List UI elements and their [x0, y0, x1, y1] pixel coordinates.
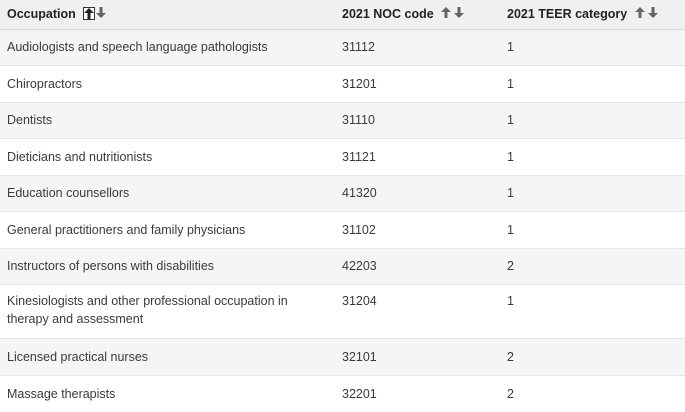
occupation-cell: Licensed practical nurses	[7, 349, 149, 364]
table-row: Dieticians and nutritionists 31121 1	[0, 138, 685, 175]
occupation-cell: Massage therapists	[7, 386, 116, 401]
teer-category-cell: 2	[507, 349, 514, 364]
column-header-label: Occupation	[7, 7, 76, 22]
occupation-cell: Dentists	[7, 113, 53, 128]
noc-code-cell: 32101	[342, 349, 377, 364]
column-header-noc-code: 2021 NOC code	[335, 0, 500, 29]
table-row: Massage therapists 32201 2	[0, 375, 685, 412]
sort-ascending-arrow-icon[interactable]	[83, 7, 96, 21]
noc-code-cell: 42203	[342, 259, 377, 274]
occupation-cell: General practitioners and family physici…	[7, 222, 246, 237]
teer-category-cell: 1	[507, 149, 514, 164]
sort-descending-arrow-icon[interactable]	[454, 7, 466, 20]
noc-code-cell: 41320	[342, 186, 377, 201]
teer-category-cell: 1	[507, 76, 514, 91]
teer-category-cell: 1	[507, 113, 514, 128]
teer-category-cell: 1	[507, 186, 514, 201]
noc-code-cell: 31110	[342, 113, 375, 128]
occupation-cell: Chiropractors	[7, 76, 83, 91]
teer-category-cell: 2	[507, 259, 514, 274]
table-row: Dentists 31110 1	[0, 102, 685, 139]
occupation-cell: Audiologists and speech language patholo…	[7, 40, 268, 55]
teer-category-cell: 2	[507, 386, 514, 401]
noc-code-cell: 31204	[342, 294, 377, 308]
column-header-occupation: Occupation	[0, 0, 335, 29]
occupation-cell: Kinesiologists and other professional oc…	[7, 294, 288, 326]
column-header-label: 2021 NOC code	[342, 7, 434, 22]
occupation-cell: Dieticians and nutritionists	[7, 149, 153, 164]
noc-code-cell: 31102	[342, 222, 376, 237]
noc-code-cell: 31201	[342, 76, 377, 91]
occupation-cell: Instructors of persons with disabilities	[7, 259, 215, 274]
sort-ascending-arrow-icon[interactable]	[441, 7, 453, 20]
sort-ascending-arrow-icon[interactable]	[634, 7, 647, 20]
table-row: Kinesiologists and other professional oc…	[0, 284, 685, 339]
table-header-row: Occupation 2021 NOC code	[0, 0, 685, 29]
table-row: Audiologists and speech language patholo…	[0, 29, 685, 66]
noc-code-cell: 32201	[342, 386, 377, 401]
sort-descending-arrow-icon[interactable]	[647, 7, 660, 20]
table-row: Instructors of persons with disabilities…	[0, 248, 685, 285]
column-header-teer-category: 2021 TEER category	[500, 0, 685, 29]
column-header-label: 2021 TEER category	[507, 7, 628, 22]
teer-category-cell: 1	[507, 294, 514, 308]
noc-code-cell: 31121	[342, 149, 376, 164]
table-row: Education counsellors 41320 1	[0, 175, 685, 212]
table-row: Licensed practical nurses 32101 2	[0, 338, 685, 375]
teer-category-cell: 1	[507, 40, 514, 55]
table-row: General practitioners and family physici…	[0, 211, 685, 248]
teer-category-cell: 1	[507, 222, 514, 237]
noc-code-cell: 31112	[342, 40, 375, 55]
sort-descending-arrow-icon[interactable]	[96, 7, 108, 20]
occupation-cell: Education counsellors	[7, 186, 130, 201]
table-row: Chiropractors 31201 1	[0, 65, 685, 102]
